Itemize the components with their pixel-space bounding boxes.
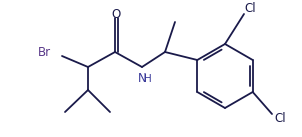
Text: O: O	[111, 8, 120, 21]
Text: H: H	[144, 74, 152, 84]
Text: Cl: Cl	[274, 112, 286, 125]
Text: N: N	[138, 72, 146, 85]
Text: Cl: Cl	[244, 2, 256, 15]
Text: Br: Br	[37, 46, 50, 59]
